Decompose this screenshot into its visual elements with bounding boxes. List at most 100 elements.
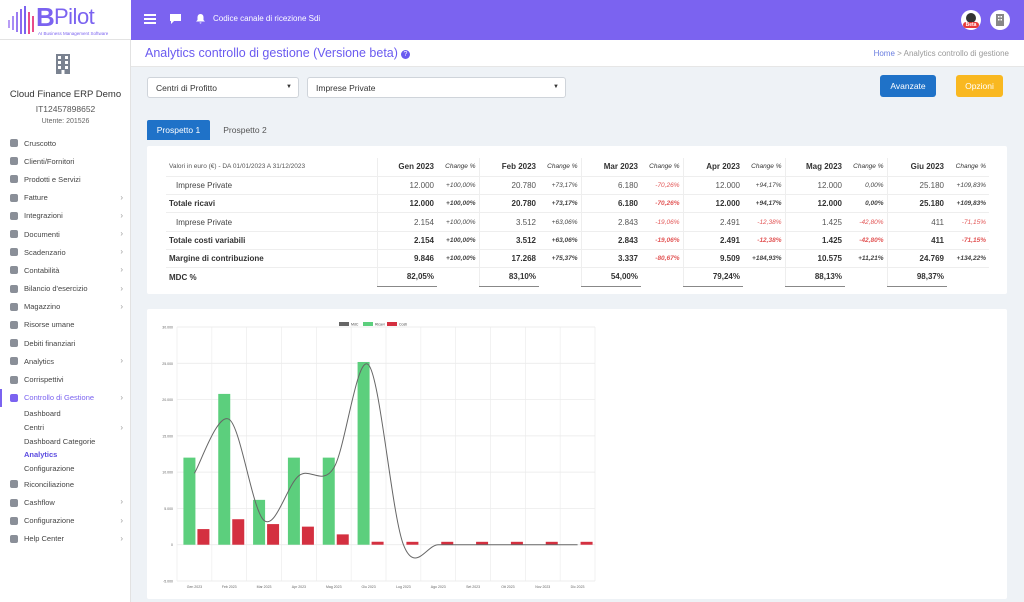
cell-change — [437, 267, 479, 287]
sidebar-item-label: Corrispettivi — [24, 375, 64, 385]
cell-value: 411 — [886, 230, 947, 250]
y-tick-label: 30.000 — [162, 326, 173, 330]
sidebar-item-label: Bilancio d'esercizio — [24, 284, 88, 294]
sidebar-item-integrazioni[interactable]: Integrazioni › — [0, 207, 131, 225]
chevron-down-icon: ▼ — [286, 84, 292, 90]
sidebar-subitem-analytics[interactable]: Analytics — [0, 448, 131, 462]
sidebar-item-cashflow[interactable]: Cashflow › — [0, 493, 131, 511]
receipt-icon — [10, 375, 18, 384]
y-tick-label: 0 — [171, 543, 173, 547]
cell-change: +11,21% — [845, 248, 887, 268]
chevron-right-icon: › — [120, 301, 123, 311]
logo[interactable]: B Pilot AI Business Management Software — [0, 0, 131, 40]
sidebar-subitem-dashboard[interactable]: Dashboard — [0, 407, 131, 421]
cell-value: 25.180 — [886, 175, 947, 195]
cell-change — [845, 267, 887, 287]
user-avatar[interactable] — [990, 10, 1010, 30]
y-tick-label: 5.000 — [164, 507, 173, 511]
x-tick-label: Mag 2023 — [326, 585, 342, 589]
breadcrumb-home[interactable]: Home — [873, 49, 895, 58]
chevron-right-icon: › — [120, 283, 123, 293]
segment-select[interactable]: Imprese Private ▼ — [307, 77, 566, 98]
sidebar-item-scadenzario[interactable]: Scadenzario › — [0, 243, 131, 261]
sidebar-item-analytics[interactable]: Analytics › — [0, 352, 131, 370]
tab-prospetto-1[interactable]: Prospetto 1 — [147, 120, 210, 140]
sidebar-item-documenti[interactable]: Documenti › — [0, 225, 131, 243]
bar-ricavi — [322, 457, 335, 545]
sidebar-item-prodotti-e-servizi[interactable]: Prodotti e Servizi — [0, 170, 131, 188]
chat-icon[interactable] — [167, 11, 183, 27]
cell-change: -12,38% — [743, 230, 785, 250]
report-table-card: Valori in euro (€) - DA 01/01/2023 A 31/… — [147, 146, 1007, 294]
sidebar-item-corrispettivi[interactable]: Corrispettivi — [0, 370, 131, 388]
sidebar-item-riconciliazione[interactable]: Riconciliazione — [0, 475, 131, 493]
hamburger-menu-icon[interactable] — [142, 11, 158, 27]
sidebar-item-configurazione[interactable]: Configurazione › — [0, 512, 131, 530]
help-icon — [10, 534, 18, 543]
report-table: Valori in euro (€) - DA 01/01/2023 A 31/… — [166, 158, 989, 287]
box-icon — [10, 175, 18, 184]
cell-change: -19,06% — [641, 230, 683, 250]
cell-change: 0,00% — [845, 175, 887, 195]
reconcile-icon — [10, 480, 18, 489]
advanced-button[interactable]: Avanzate — [880, 75, 936, 97]
sidebar-item-fatture[interactable]: Fatture › — [0, 189, 131, 207]
cell-change: -71,15% — [947, 230, 989, 250]
month-header: Gen 2023 — [376, 158, 437, 177]
cell-change: +100,00% — [437, 194, 479, 213]
bar-costi — [580, 541, 593, 545]
cell-change: +109,83% — [947, 175, 989, 195]
sidebar-subitem-dashboard-categorie[interactable]: Dashboard Categorie — [0, 434, 131, 448]
profit-center-value: Centri di Profitto — [156, 83, 217, 93]
sidebar-item-label: Debiti finanziari — [24, 338, 76, 348]
sidebar-item-contabilit[interactable]: Contabilità › — [0, 261, 131, 279]
breadcrumb: Home > Analytics controllo di gestione — [874, 49, 1009, 58]
month-header: Mag 2023 — [784, 158, 845, 177]
bar-costi — [232, 519, 245, 545]
calendar-icon — [10, 248, 18, 257]
sidebar-item-magazzino[interactable]: Magazzino › — [0, 298, 131, 316]
cell-change — [743, 267, 785, 287]
chevron-right-icon: › — [120, 228, 123, 238]
cell-value: 1.425 — [784, 212, 845, 232]
chevron-right-icon: › — [120, 247, 123, 257]
help-circle-icon[interactable]: ? — [400, 50, 410, 59]
change-header: Change % — [955, 163, 986, 171]
line-mdc — [193, 363, 578, 559]
chevron-right-icon: › — [120, 356, 123, 366]
sidebar-item-risorse-umane[interactable]: Risorse umane — [0, 316, 131, 334]
sidebar-item-label: Documenti — [24, 229, 60, 239]
chevron-right-icon: › — [120, 422, 123, 432]
sidebar-item-clienti-fornitori[interactable]: Clienti/Fornitori — [0, 152, 131, 170]
bar-ricavi — [287, 457, 300, 545]
y-tick-label: -5.000 — [163, 580, 173, 584]
profit-center-select[interactable]: Centri di Profitto ▼ — [147, 77, 299, 98]
bar-costi — [336, 534, 349, 545]
sidebar-item-help-center[interactable]: Help Center › — [0, 530, 131, 548]
change-header: Change % — [445, 163, 476, 171]
cell-value: 9.509 — [682, 248, 743, 268]
sidebar-subitem-configurazione[interactable]: Configurazione — [0, 462, 131, 476]
sidebar-item-cruscotto[interactable]: Cruscotto — [0, 134, 131, 152]
sidebar-item-debiti-finanziari[interactable]: Debiti finanziari — [0, 334, 131, 352]
ledger-icon — [10, 266, 18, 275]
cell-value: 2.843 — [580, 212, 641, 232]
tab-prospetto-2[interactable]: Prospetto 2 — [223, 125, 267, 135]
bar-costi — [476, 541, 489, 545]
cell-value: 20.780 — [478, 175, 539, 195]
cell-change: +94,17% — [743, 175, 785, 195]
x-tick-label: Lug 2023 — [396, 585, 411, 589]
bell-icon[interactable] — [192, 11, 208, 27]
options-button[interactable]: Opzioni — [956, 75, 1003, 97]
beta-badge[interactable]: Beta — [961, 10, 981, 30]
sidebar-item-controllo-di-gestione[interactable]: Controllo di Gestione › — [0, 388, 131, 407]
table-row: Imprese Private 2.154 +100,00% 3.512 +63,06%… — [166, 212, 989, 232]
sidebar-item-label: Configurazione — [24, 516, 75, 526]
sidebar-item-bilancio-d-esercizio[interactable]: Bilancio d'esercizio › — [0, 280, 131, 298]
robot-icon — [963, 13, 979, 28]
sidebar-item-label: Clienti/Fornitori — [24, 156, 75, 166]
chevron-right-icon: › — [120, 515, 123, 525]
sidebar-subitem-centri[interactable]: Centri › — [0, 421, 131, 435]
cell-change: -80,67% — [641, 248, 683, 268]
table-row: Totale costi variabili 2.154 +100,00% 3.512… — [166, 230, 989, 250]
